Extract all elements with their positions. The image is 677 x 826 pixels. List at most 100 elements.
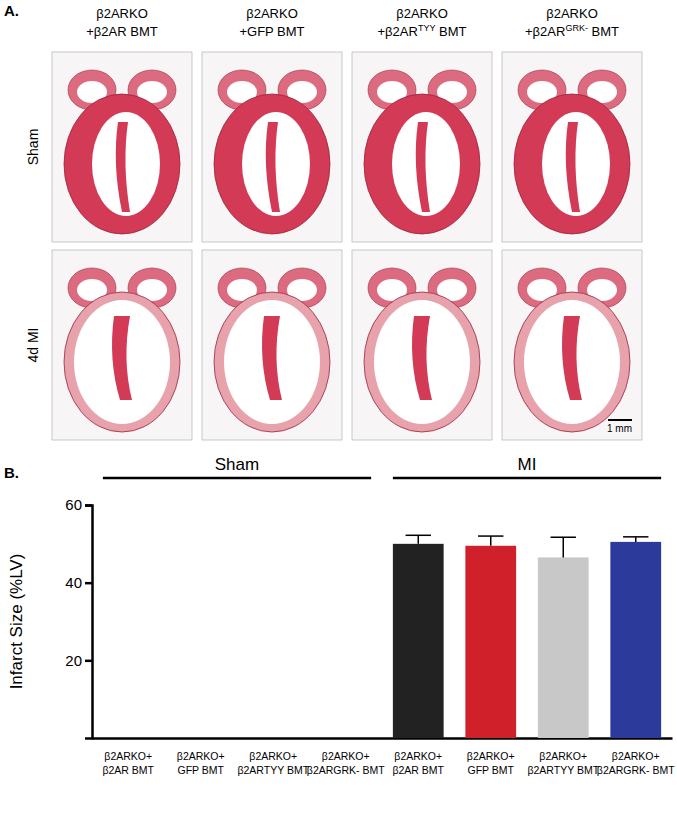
- error-stem: [635, 537, 637, 542]
- ventricle-wall: [64, 292, 180, 432]
- error-stem: [563, 537, 565, 557]
- ventricle-wall: [64, 94, 180, 234]
- ventricle-lumen: [524, 300, 620, 424]
- x-tick-line: β2ARKO+: [249, 750, 297, 762]
- heart-section: [202, 52, 342, 242]
- y-axis: 20 40 60: [65, 496, 92, 738]
- heart-section: [502, 52, 642, 242]
- image-frame: [202, 250, 342, 440]
- panel-label: A.: [4, 2, 19, 19]
- header-text: +β2AR: [378, 24, 418, 39]
- x-tick-line: GFP BMT: [178, 764, 225, 776]
- bar: [103, 738, 154, 739]
- bar: [248, 738, 299, 739]
- x-tick-line: β2ARKO+: [467, 750, 515, 762]
- x-tick: β2ARKO+β2ARTYY BMT: [527, 750, 599, 776]
- ventricle-wall: [514, 292, 630, 432]
- error-cap: [478, 535, 503, 537]
- x-tick-line: β2ARGRK- BMT: [307, 764, 385, 776]
- image-frame: [52, 52, 192, 242]
- column-header: β2ARKO: [396, 6, 448, 21]
- image-frame: [202, 52, 342, 242]
- y-tick-mark: [85, 582, 92, 585]
- x-tick-line: β2ARKO+: [539, 750, 587, 762]
- image-frame: [502, 250, 642, 440]
- x-tick-label: β2ARKO+ β2ARTYY BMT: [237, 750, 309, 776]
- y-tick-mark: [85, 504, 92, 507]
- x-tick-line: β2ARGRK- BMT: [597, 764, 675, 776]
- image-frame: [352, 250, 492, 440]
- ventricle-lumen: [74, 300, 170, 424]
- x-tick-label: β2ARKO+β2ARGRK- BMT: [597, 750, 675, 776]
- x-tick: β2ARKO+ β2AR BMT: [392, 750, 444, 776]
- bar: [538, 557, 589, 738]
- panel-label: B.: [4, 464, 19, 481]
- scale-bar-label: 1 mm: [607, 423, 632, 434]
- image-frame: [352, 52, 492, 242]
- column-header: β2ARKO: [546, 6, 598, 21]
- y-tick-label: 60: [65, 496, 82, 513]
- bar: [320, 738, 371, 739]
- error-cap: [551, 536, 576, 538]
- ventricle-wall: [364, 94, 480, 234]
- error-stem: [490, 536, 492, 546]
- bar: [175, 738, 226, 739]
- x-tick-line: β2AR BMT: [392, 764, 444, 776]
- group-label: Sham: [215, 455, 259, 474]
- heart-section: [52, 52, 192, 242]
- x-tick: β2ARKO+β2ARGRK- BMT: [597, 750, 675, 776]
- y-tick: 20: [65, 652, 92, 669]
- ventricle-lumen: [392, 112, 460, 216]
- panel-a: A. β2ARKO +β2AR BMT β2ARKO +GFP BMT β2ARKO +β2…: [4, 2, 642, 440]
- x-tick-label: β2ARKO+β2ARGRK- BMT: [307, 750, 385, 776]
- x-tick: β2ARKO+ GFP BMT: [467, 750, 515, 776]
- error-stem: [418, 535, 420, 544]
- y-tick-mark: [85, 660, 92, 663]
- x-tick: β2ARKO+ GFP BMT: [177, 750, 225, 776]
- row-label: 4d MI: [25, 327, 41, 362]
- x-tick-line: β2ARKO+: [177, 750, 225, 762]
- image-frame: [52, 250, 192, 440]
- column-header: +β2ARGRK- BMT: [525, 23, 619, 39]
- x-tick: β2ARKO+ β2AR BMT: [102, 750, 154, 776]
- ventricle-lumen: [374, 300, 470, 424]
- y-axis-line: [85, 506, 93, 739]
- heart-section: [352, 250, 492, 440]
- header-sup: GRK-: [565, 23, 588, 33]
- x-tick-line: β2ARTYY BMT: [237, 764, 309, 776]
- figure: A.β2ARKO+β2AR BMTβ2ARKO+GFP BMTβ2ARKO+β2…: [0, 0, 677, 826]
- ventricle-lumen: [542, 112, 610, 216]
- x-tick: β2ARKO+β2ARGRK- BMT: [307, 750, 385, 776]
- y-axis-title: Infarct Size (%LV): [7, 554, 26, 690]
- x-tick-line: GFP BMT: [468, 764, 515, 776]
- y-tick: 40: [65, 574, 92, 591]
- x-tick-line: β2ARKO+: [394, 750, 442, 762]
- septum: [566, 122, 580, 212]
- x-tick-line: β2ARKO+: [104, 750, 152, 762]
- error-bar: [406, 535, 431, 544]
- header-text: +GFP BMT: [239, 24, 304, 39]
- ventricle-lumen: [92, 112, 160, 216]
- error-bar: [623, 537, 648, 542]
- ventricle-wall: [214, 94, 330, 234]
- x-tick-label: β2ARKO+ GFP BMT: [467, 750, 515, 776]
- ventricle-lumen: [242, 112, 310, 216]
- y-tick: 60: [65, 496, 92, 513]
- column-header: +β2ARTYY BMT: [378, 23, 467, 39]
- y-tick-label: 40: [65, 574, 82, 591]
- x-tick-label: β2ARKO+ β2AR BMT: [392, 750, 444, 776]
- x-tick: β2ARKO+ β2ARTYY BMT: [237, 750, 309, 776]
- x-axis: β2ARKO+β2AR BMTβ2ARKO+GFP BMTβ2ARKO+β2AR…: [93, 739, 676, 777]
- column-header: +β2AR BMT: [86, 24, 157, 39]
- error-bar: [551, 537, 576, 557]
- y-tick-label: 20: [65, 652, 82, 669]
- column-header: β2ARKO: [246, 6, 298, 21]
- group-line: [393, 477, 661, 480]
- bar: [610, 542, 661, 738]
- bar: [393, 544, 444, 738]
- septum: [116, 122, 130, 212]
- x-tick-line: β2AR BMT: [102, 764, 154, 776]
- image-frame: [502, 52, 642, 242]
- x-tick-label: β2ARKO+ β2AR BMT: [102, 750, 154, 776]
- column-header: β2ARKO: [96, 6, 148, 21]
